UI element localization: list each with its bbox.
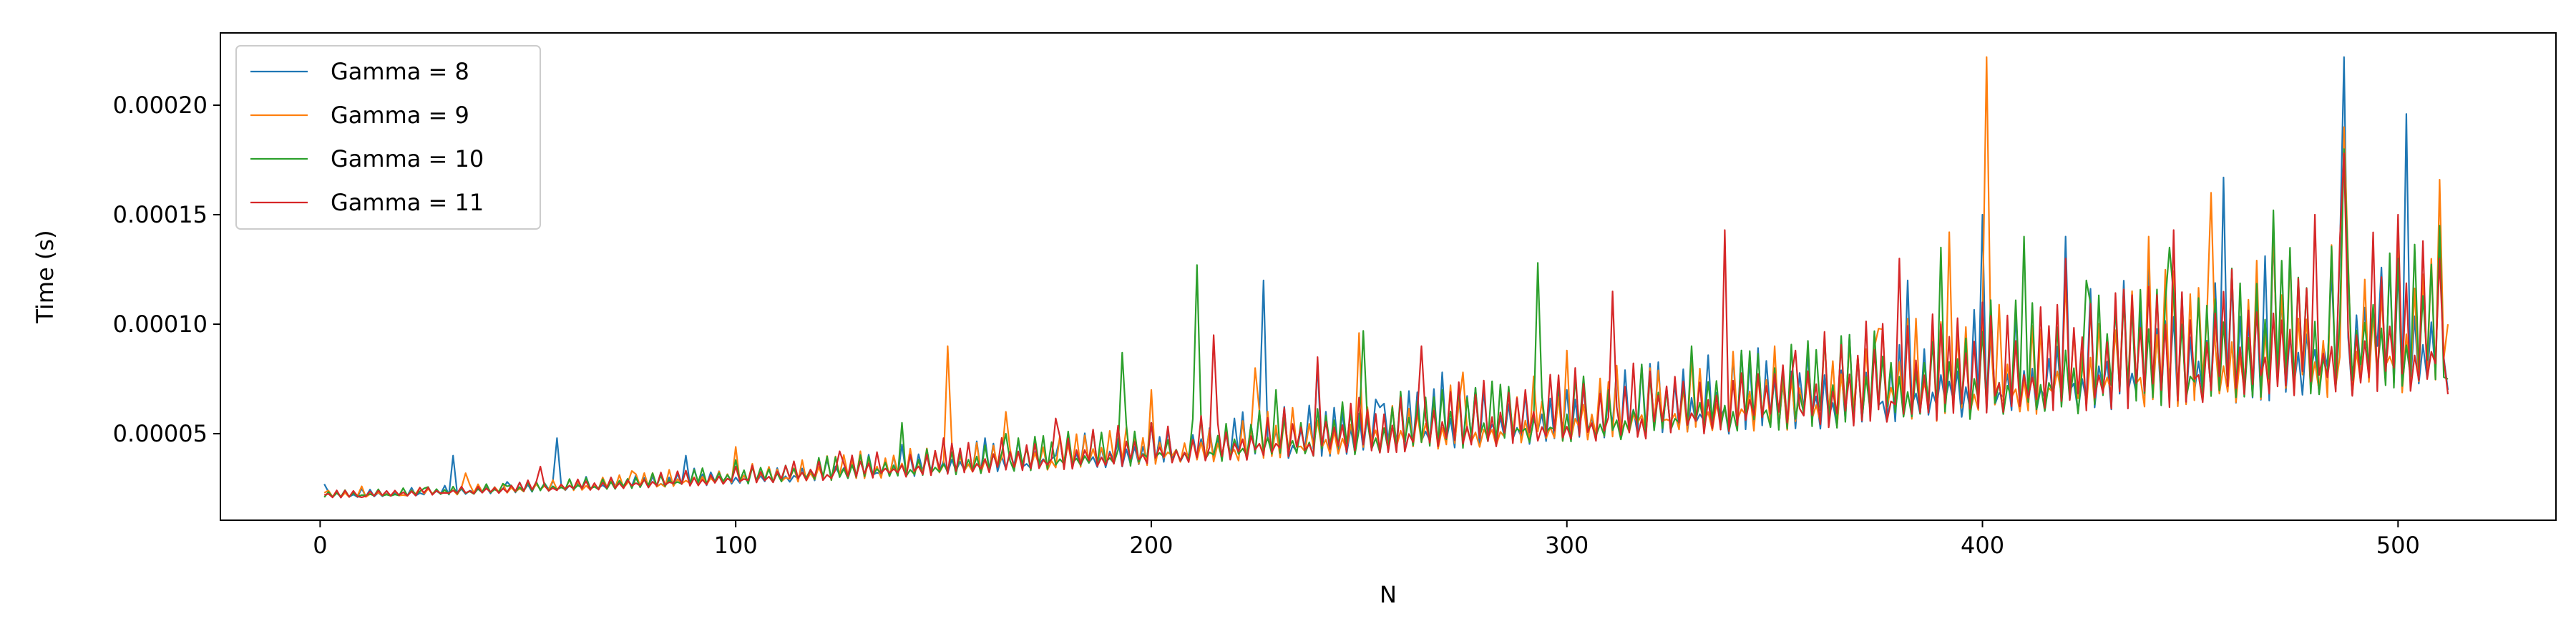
y-tick-label: 0.00020 <box>113 92 208 119</box>
x-tick-label: 0 <box>313 532 327 559</box>
x-axis-label: N <box>1380 581 1397 608</box>
x-tick-label: 200 <box>1129 532 1173 559</box>
legend-entry-label: Gamma = 11 <box>331 189 484 216</box>
y-tick-label: 0.00010 <box>113 311 208 338</box>
series-line-gamma-11 <box>323 152 2449 499</box>
y-axis-label: Time (s) <box>31 230 59 323</box>
plot-area <box>323 56 2449 499</box>
legend-entry-label: Gamma = 10 <box>331 145 484 172</box>
x-tick-label: 500 <box>2376 532 2420 559</box>
x-tick-label: 300 <box>1545 532 1589 559</box>
x-axis-ticks: 0 100 200 300 400 500 <box>313 520 2420 559</box>
x-tick-label: 100 <box>714 532 758 559</box>
axes-frame <box>220 32 2557 521</box>
legend-box <box>235 45 541 230</box>
legend-entry-label: Gamma = 8 <box>331 58 469 85</box>
y-axis-ticks: 0.00005 0.00010 0.00015 0.00020 <box>113 92 220 447</box>
legend: Gamma = 8 Gamma = 9 Gamma = 10 Gamma = 11 <box>235 45 541 230</box>
y-tick-label: 0.00015 <box>113 201 208 228</box>
legend-entry-label: Gamma = 9 <box>331 102 469 129</box>
y-tick-label: 0.00005 <box>113 420 208 447</box>
x-tick-label: 400 <box>1961 532 2004 559</box>
